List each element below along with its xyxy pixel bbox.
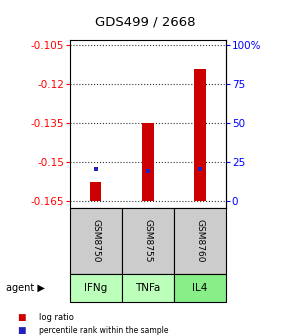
Text: percentile rank within the sample: percentile rank within the sample (39, 326, 169, 335)
Text: GSM8760: GSM8760 (195, 219, 205, 263)
Text: GSM8755: GSM8755 (143, 219, 153, 263)
Text: ■: ■ (17, 313, 26, 322)
Text: IL4: IL4 (192, 283, 208, 293)
Bar (90, 182, 102, 201)
Text: ■: ■ (17, 326, 26, 335)
Text: GDS499 / 2668: GDS499 / 2668 (95, 15, 195, 28)
Bar (142, 123, 154, 201)
Text: TNFa: TNFa (135, 283, 161, 293)
Bar (194, 69, 206, 201)
Text: log ratio: log ratio (39, 313, 74, 322)
Text: IFNg: IFNg (84, 283, 107, 293)
Text: GSM8750: GSM8750 (91, 219, 100, 263)
Text: agent ▶: agent ▶ (6, 283, 45, 293)
